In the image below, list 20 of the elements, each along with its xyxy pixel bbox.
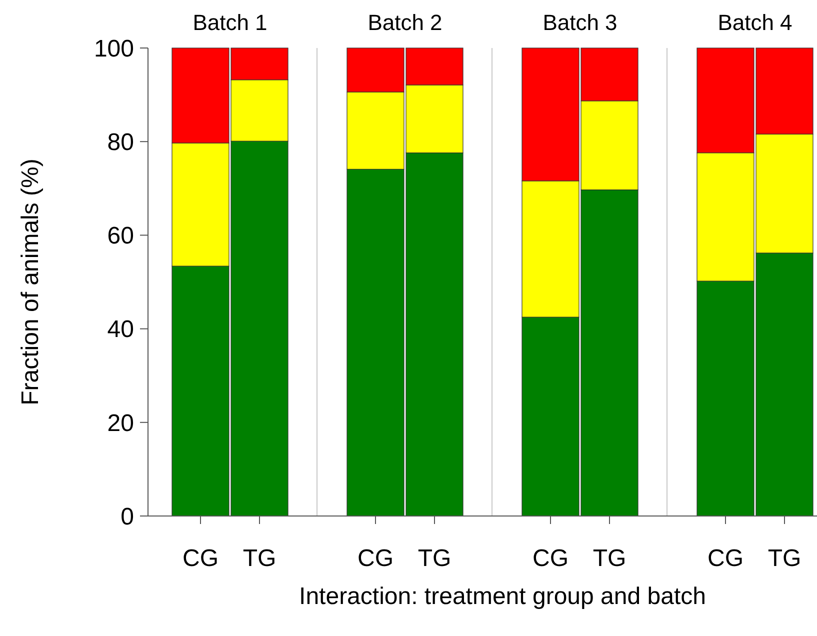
y-axis-title: Fraction of animals (%): [17, 158, 44, 406]
x-tick-label: TG: [768, 545, 802, 572]
x-tick-label: TG: [242, 545, 276, 572]
y-tick-label: 80: [107, 129, 134, 156]
y-tick-label: 40: [107, 316, 134, 344]
text: Batch 3: [542, 10, 618, 35]
x-axis-title: Interaction: treatment group and batch: [299, 583, 706, 610]
x-tick-label: TG: [418, 545, 452, 572]
x-tick-label: CG: [708, 545, 744, 572]
y-tick-label: 0: [120, 503, 134, 530]
y-tick-label: 100: [94, 35, 134, 62]
text: Batch 4: [718, 10, 792, 35]
x-tick-label: CG: [182, 545, 218, 572]
text: Batch 1: [192, 10, 268, 35]
x-tick-label: TG: [592, 545, 626, 572]
y-tick-label: 20: [107, 410, 134, 437]
x-tick-label: CG: [358, 545, 394, 572]
x-tick-label: CG: [532, 545, 568, 572]
y-tick-label: 60: [107, 222, 134, 250]
text: Batch 2: [368, 10, 442, 35]
